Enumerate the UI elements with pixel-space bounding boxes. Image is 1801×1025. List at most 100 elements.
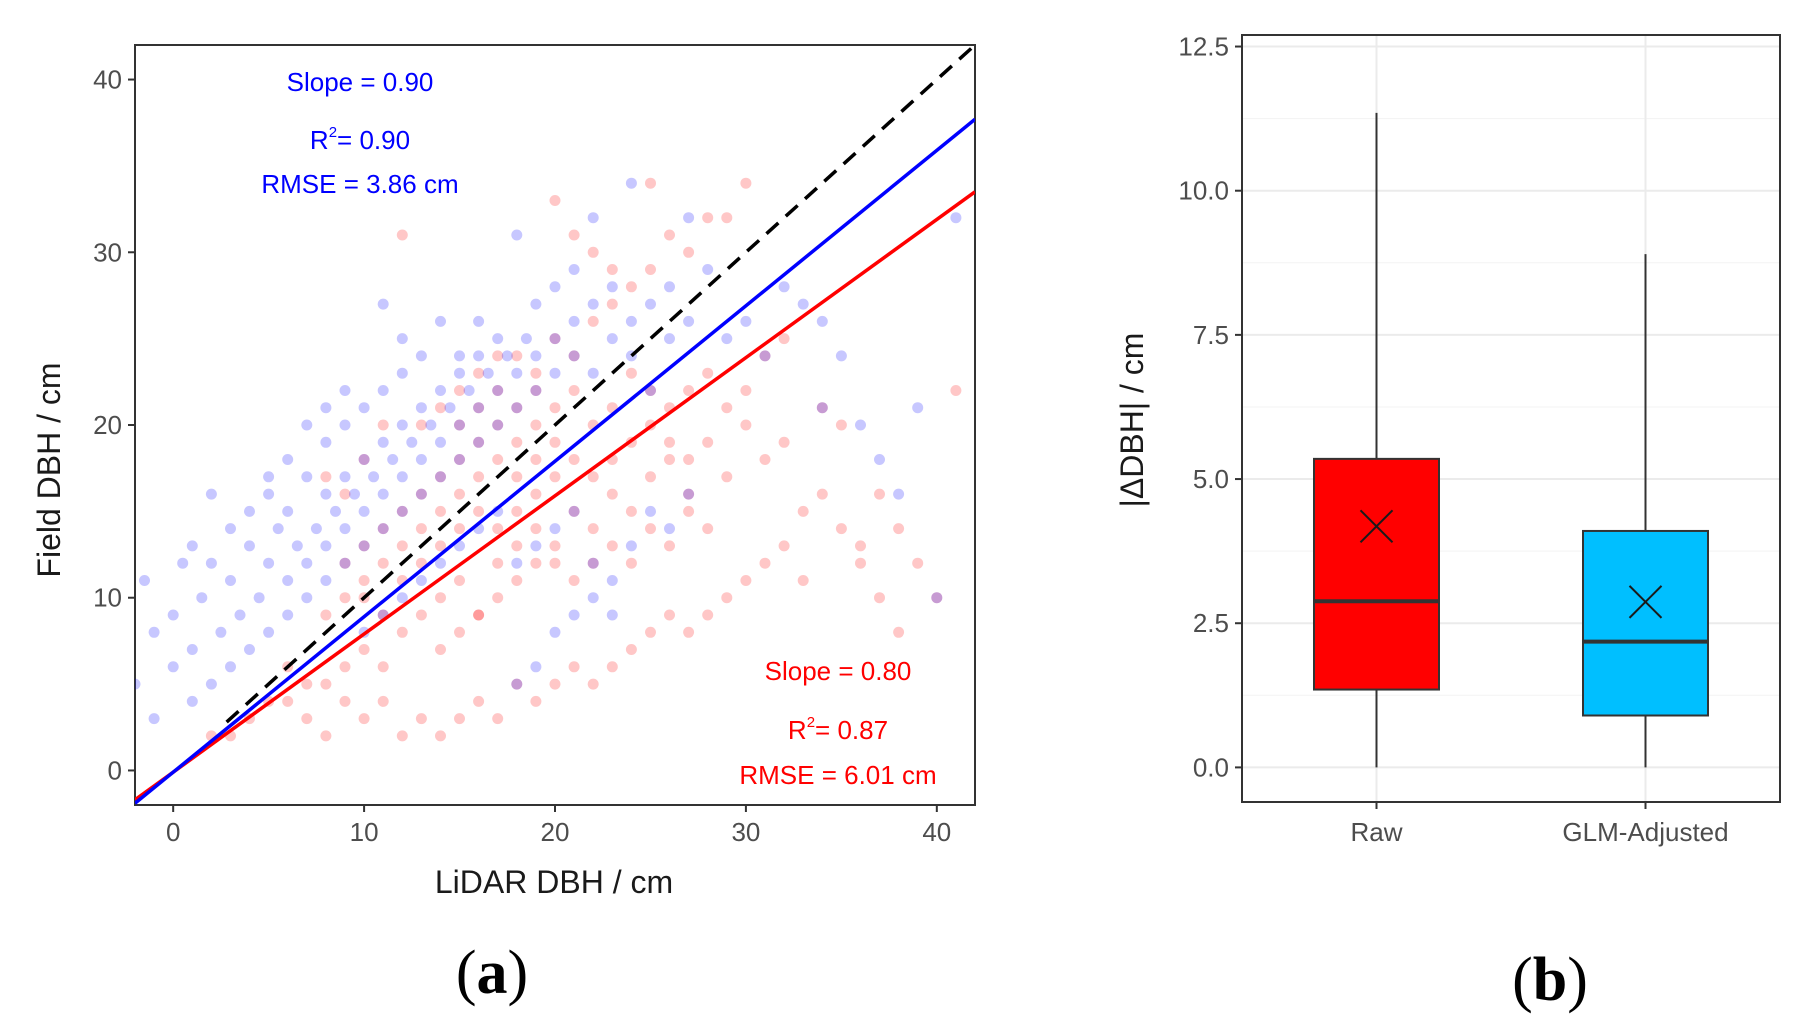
- glm-adjusted-point: [625, 540, 637, 552]
- y-tick-label: 20: [93, 410, 122, 440]
- raw-point: [473, 695, 485, 707]
- raw-fit-line: [135, 190, 975, 802]
- raw-point: [740, 385, 752, 396]
- glm-adjusted-point: [568, 609, 580, 621]
- glm-adjusted-point: [931, 592, 943, 604]
- glm-adjusted-point: [186, 540, 198, 552]
- glm-adjusted-point: [339, 419, 351, 431]
- raw-point: [835, 523, 847, 535]
- glm-adjusted-point: [387, 454, 399, 465]
- glm-adjusted-point: [282, 609, 294, 621]
- glm-adjusted-point: [492, 385, 504, 396]
- glm-adjusted-point: [454, 350, 465, 362]
- raw-point: [683, 385, 695, 396]
- raw-point: [358, 454, 370, 465]
- raw-point: [530, 419, 542, 431]
- glm-adjusted-point: [225, 523, 236, 535]
- raw-point: [530, 488, 542, 500]
- glm-adjusted-point: [606, 281, 618, 293]
- glm-adjusted-point: [396, 471, 408, 483]
- raw-point: [473, 367, 485, 379]
- raw-point: [358, 540, 370, 552]
- glm-adjusted-point: [740, 315, 752, 327]
- glm-adjusted-point: [587, 212, 599, 224]
- raw-point: [664, 229, 675, 241]
- glm-adjusted-point: [358, 402, 370, 414]
- raw-point: [339, 557, 351, 569]
- glm-adjusted-point: [196, 592, 208, 604]
- glm-adjusted-point: [606, 575, 618, 586]
- glm-adjusted-point: [530, 350, 542, 362]
- raw-point: [415, 523, 427, 535]
- raw-point: [568, 350, 580, 362]
- glm-adjusted-point: [606, 609, 618, 621]
- raw-point: [683, 505, 695, 517]
- raw-point: [587, 523, 599, 535]
- y-tick-label: 10.0: [1178, 176, 1229, 206]
- fit-lines: [135, 45, 975, 805]
- raw-slope: Slope = 0.80: [765, 656, 912, 686]
- glm-adjusted-point: [377, 523, 389, 535]
- raw-point: [625, 281, 637, 293]
- glm-adjusted-mean-cross-stroke: [1628, 585, 1663, 619]
- glm-adjusted-point: [606, 333, 618, 345]
- glm-adjusted-point: [330, 505, 341, 517]
- glm-adjusted-point: [167, 661, 179, 673]
- glm-adjusted-point: [435, 471, 446, 483]
- glm-adjusted-point: [253, 592, 265, 604]
- raw-point: [473, 505, 485, 517]
- glm-adjusted-point: [263, 626, 275, 638]
- raw-point: [320, 678, 332, 690]
- glm-adjusted-point: [473, 350, 485, 362]
- raw-point: [435, 471, 446, 483]
- raw-point: [797, 575, 809, 586]
- raw-point: [549, 195, 561, 206]
- y-tick-label: 0.0: [1193, 752, 1229, 782]
- raw-point: [683, 488, 695, 500]
- glm-adjusted-point: [215, 626, 227, 638]
- glm-adjusted-point: [625, 315, 637, 327]
- raw-point: [645, 264, 656, 275]
- glm-adjusted-point: [587, 592, 599, 604]
- raw-point: [664, 609, 675, 621]
- glm-adjusted-point: [950, 212, 962, 224]
- glm-adjusted-point: [683, 315, 695, 327]
- glm-adjusted-point: [759, 350, 771, 362]
- glm-adjusted-point: [301, 592, 313, 604]
- glm-adjusted-point: [549, 333, 561, 345]
- raw-point: [530, 367, 542, 379]
- glm-adjusted-point: [301, 471, 313, 483]
- glm-adjusted-point: [396, 419, 408, 431]
- glm-adjusted-point: [282, 505, 294, 517]
- raw-point: [377, 661, 389, 673]
- raw-point: [492, 350, 504, 362]
- glm-adjusted-point: [177, 557, 189, 569]
- glm-adjusted-point: [587, 298, 599, 310]
- raw-point: [473, 402, 485, 414]
- raw-point: [740, 177, 752, 189]
- raw-box-group: [1313, 112, 1440, 768]
- raw-point: [816, 488, 828, 500]
- x-axis-ticks: Raw GLM-Adjusted: [1350, 802, 1729, 847]
- glm-adjusted-point: [530, 298, 542, 310]
- glm-adjusted-point: [501, 350, 513, 362]
- glm-adjusted-point: [549, 367, 561, 379]
- glm-adjusted-point: [282, 575, 294, 586]
- glm-adjusted-point: [435, 436, 446, 448]
- raw-point: [454, 575, 465, 586]
- glm-adjusted-point: [816, 315, 828, 327]
- panel-label-a: (a): [456, 939, 528, 1007]
- x-tick-label: 20: [541, 817, 570, 847]
- glm-adjusted-point: [310, 523, 322, 535]
- glm-adjusted-point: [473, 402, 485, 414]
- x-axis-title: LiDAR DBH / cm: [435, 864, 673, 900]
- raw-point: [568, 505, 580, 517]
- glm-adjusted-point: [511, 229, 523, 241]
- raw-point: [606, 540, 618, 552]
- raw-point: [549, 436, 561, 448]
- raw-point: [454, 419, 465, 431]
- raw-point: [587, 246, 599, 258]
- glm-adjusted-point: [435, 385, 446, 396]
- raw-point: [549, 471, 561, 483]
- one-to-one-line: [225, 45, 975, 724]
